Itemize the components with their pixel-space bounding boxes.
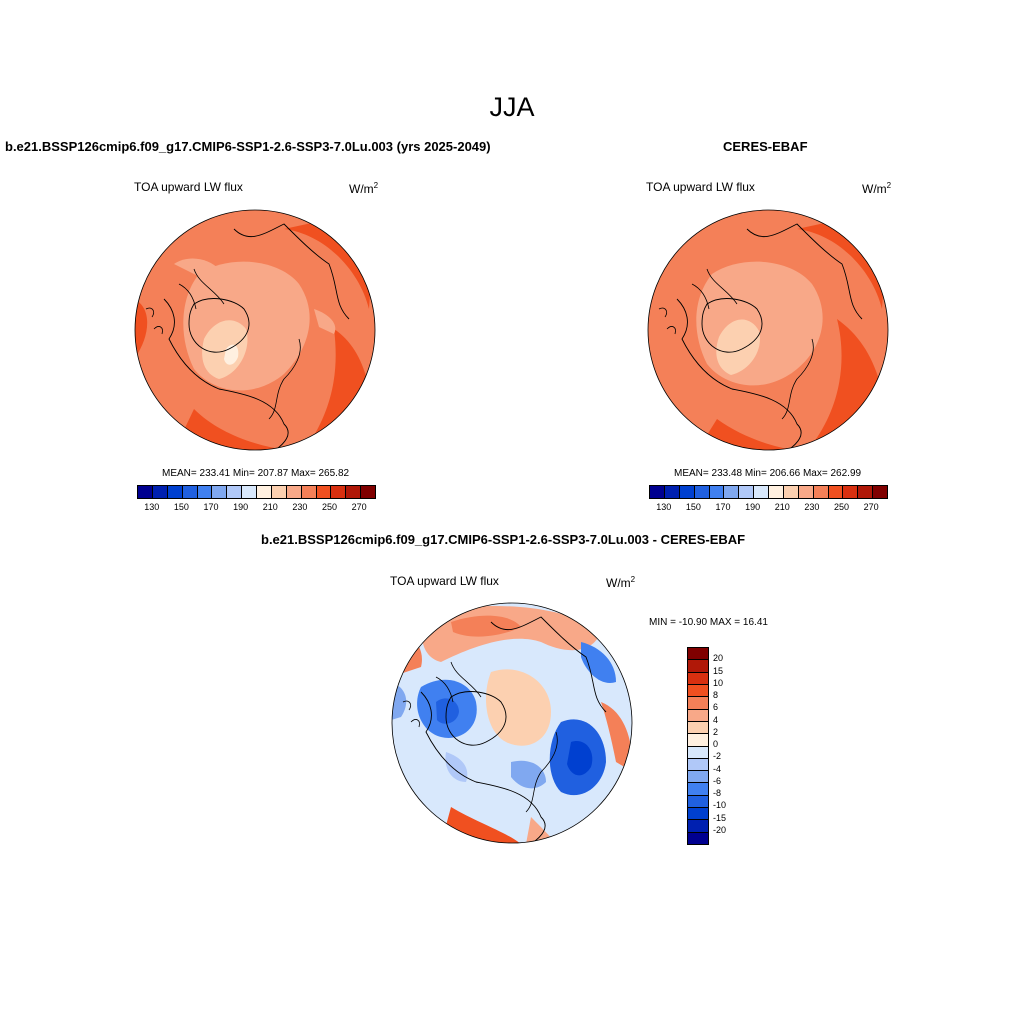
- colorbar-tick-label: 270: [863, 502, 879, 512]
- colorbar-tick-label: -20: [713, 824, 727, 835]
- colorbar-segment: [679, 486, 695, 498]
- colorbar-segment: [688, 697, 708, 710]
- colorbar-obs: [649, 485, 888, 499]
- colorbar-segment: [688, 808, 708, 821]
- colorbar-tick-label: 190: [745, 502, 761, 512]
- colorbar-segment: [688, 832, 708, 844]
- colorbar-segment: [688, 795, 708, 809]
- colorbar-segment: [688, 771, 708, 784]
- colorbar-segment: [227, 486, 243, 498]
- colorbar-segment: [138, 486, 153, 498]
- colorbar-segment: [197, 486, 213, 498]
- units-label-obs: W/m2: [862, 181, 892, 196]
- colorbar-segment: [739, 486, 755, 498]
- units-label-model: W/m2: [349, 181, 379, 196]
- colorbar-tick-label: 250: [322, 502, 338, 512]
- colorbar-diff: [687, 647, 709, 845]
- colorbar-segment: [754, 486, 769, 498]
- colorbar-segment: [688, 648, 708, 661]
- panel-title-diff: b.e21.BSSP126cmip6.f09_g17.CMIP6-SSP1-2.…: [261, 532, 746, 547]
- colorbar-segment: [769, 486, 784, 498]
- variable-label-diff: TOA upward LW flux: [390, 574, 499, 588]
- colorbar-segment: [688, 672, 708, 685]
- colorbar-segment: [664, 486, 680, 498]
- polar-map-diff: [391, 602, 633, 844]
- colorbar-segment: [257, 486, 272, 498]
- colorbar-segment: [650, 486, 665, 498]
- colorbar-segment: [212, 486, 228, 498]
- colorbar-segment: [316, 486, 332, 498]
- colorbar-tick-label: -15: [713, 812, 727, 823]
- colorbar-tick-label: 210: [774, 502, 790, 512]
- colorbar-segment: [813, 486, 829, 498]
- stats-diff: MIN = -10.90 MAX = 16.41: [649, 617, 768, 628]
- colorbar-tick-label: 190: [233, 502, 249, 512]
- stats-obs: MEAN= 233.48 Min= 206.66 Max= 262.99: [674, 468, 862, 479]
- colorbar-segment: [694, 486, 710, 498]
- colorbar-tick-label: 230: [292, 502, 308, 512]
- stats-model: MEAN= 233.41 Min= 207.87 Max= 265.82: [162, 468, 350, 479]
- colorbar-tick-label: 210: [262, 502, 278, 512]
- colorbar-segment: [182, 486, 198, 498]
- colorbar-tick-label: 230: [804, 502, 820, 512]
- polar-map-obs: [647, 209, 889, 451]
- colorbar-segment: [271, 486, 287, 498]
- colorbar-segment: [688, 684, 708, 698]
- colorbar-segment: [688, 783, 708, 796]
- colorbar-segment: [724, 486, 740, 498]
- colorbar-tick-label: 6: [713, 702, 719, 713]
- colorbar-tick-label: 150: [685, 502, 701, 512]
- colorbar-tick-label: 20: [713, 653, 724, 664]
- colorbar-segment: [709, 486, 725, 498]
- colorbar-segment: [688, 758, 708, 772]
- colorbar-tick-label: 2: [713, 726, 719, 737]
- colorbar-segment: [242, 486, 257, 498]
- colorbar-tick-label: 4: [713, 714, 719, 725]
- variable-label-model: TOA upward LW flux: [134, 180, 243, 194]
- colorbar-segment: [798, 486, 814, 498]
- colorbar-tick-label: 270: [351, 502, 367, 512]
- colorbar-segment: [286, 486, 302, 498]
- colorbar-tick-label: 250: [834, 502, 850, 512]
- colorbar-tick-label: -4: [713, 763, 722, 774]
- panel-title-model: b.e21.BSSP126cmip6.f09_g17.CMIP6-SSP1-2.…: [5, 139, 491, 154]
- colorbar-segment: [688, 820, 708, 833]
- colorbar-tick-label: 170: [203, 502, 219, 512]
- variable-label-obs: TOA upward LW flux: [646, 180, 755, 194]
- colorbar-tick-label: 10: [713, 677, 724, 688]
- colorbar-segment: [331, 486, 347, 498]
- colorbar-segment: [688, 709, 708, 722]
- colorbar-tick-label: -2: [713, 751, 722, 762]
- colorbar-tick-label: -10: [713, 800, 727, 811]
- colorbar-segment: [346, 486, 362, 498]
- colorbar-segment: [843, 486, 859, 498]
- colorbar-segment: [152, 486, 168, 498]
- colorbar-segment: [828, 486, 844, 498]
- colorbar-tick-label: 130: [656, 502, 672, 512]
- colorbar-segment: [858, 486, 874, 498]
- colorbar-tick-label: 0: [713, 739, 719, 749]
- colorbar-tick-label: -6: [713, 775, 722, 786]
- colorbar-segment: [688, 721, 708, 735]
- colorbar-tick-label: 150: [173, 502, 189, 512]
- colorbar-tick-label: 15: [713, 665, 724, 676]
- colorbar-tick-label: -8: [713, 788, 722, 798]
- colorbar-tick-label: 8: [713, 690, 719, 700]
- colorbar-segment: [688, 746, 708, 759]
- polar-map-model: [134, 209, 376, 451]
- figure-title: JJA: [489, 92, 535, 122]
- colorbar-segment: [167, 486, 183, 498]
- units-label-diff: W/m2: [606, 575, 636, 590]
- colorbar-segment: [301, 486, 317, 498]
- colorbar-segment: [688, 734, 708, 747]
- colorbar-segment: [873, 486, 887, 498]
- colorbar-segment: [783, 486, 799, 498]
- colorbar-tick-label: 130: [144, 502, 160, 512]
- colorbar-tick-label: 170: [715, 502, 731, 512]
- colorbar-model: [137, 485, 376, 499]
- colorbar-segment: [361, 486, 375, 498]
- panel-title-obs: CERES-EBAF: [723, 139, 808, 154]
- colorbar-segment: [688, 660, 708, 673]
